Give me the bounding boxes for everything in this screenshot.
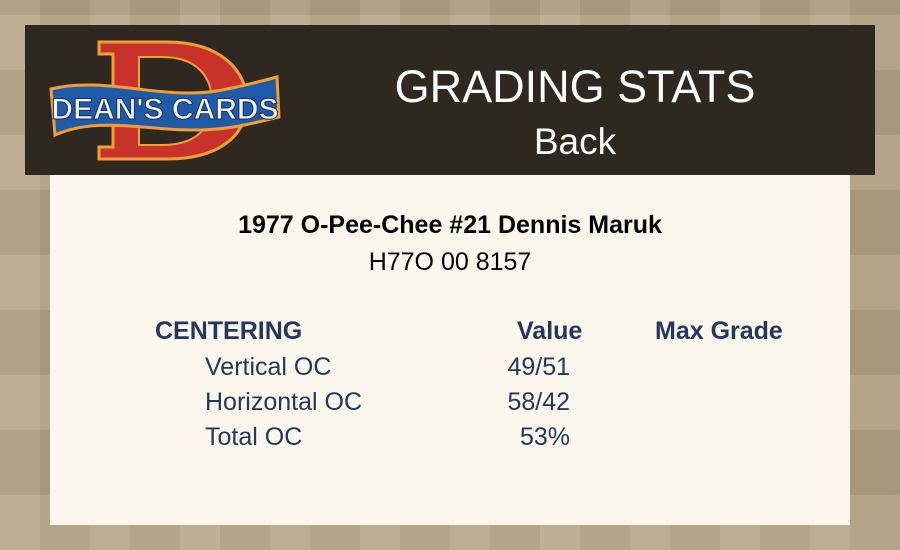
page-subtitle: Back <box>533 121 617 162</box>
header-banner: DEAN'S CARDS GRADING STATS Back <box>25 25 875 175</box>
stats-panel: 1977 O-Pee-Chee #21 Dennis Maruk H77O 00… <box>50 175 850 525</box>
page-title: GRADING STATS <box>394 61 756 112</box>
row-label: Horizontal OC <box>205 388 362 416</box>
card-title: 1977 O-Pee-Chee #21 Dennis Maruk <box>238 211 662 239</box>
row-label: Vertical OC <box>205 353 332 381</box>
row-value: 49/51 <box>507 353 570 381</box>
row-label: Total OC <box>205 423 303 451</box>
deans-cards-logo: DEAN'S CARDS <box>49 40 281 161</box>
row-value: 53% <box>519 423 570 451</box>
centering-header: CENTERING <box>155 317 303 345</box>
row-value: 58/42 <box>507 388 570 416</box>
cert-number: H77O 00 8157 <box>368 248 532 276</box>
value-header: Value <box>517 317 583 345</box>
max-grade-header: Max Grade <box>655 317 783 345</box>
svg-text:DEAN'S CARDS: DEAN'S CARDS <box>51 93 278 126</box>
